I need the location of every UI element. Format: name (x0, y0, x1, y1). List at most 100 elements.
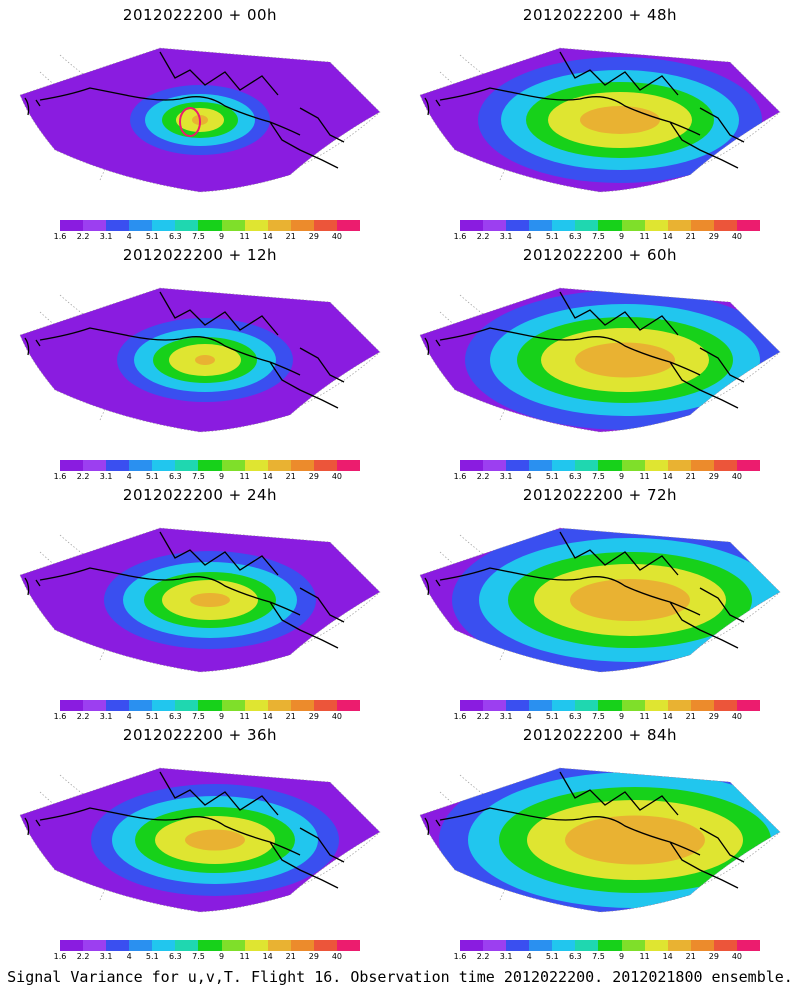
colorbar-tick-label: 1.6 (453, 472, 467, 481)
colorbar-swatch (106, 940, 130, 951)
colorbar-tick-label: 9 (218, 712, 225, 721)
coastline (24, 291, 345, 409)
colorbar-tick-label: 9 (218, 232, 225, 241)
colorbar-tick-label: 3.1 (99, 712, 113, 721)
colorbar-swatch (198, 700, 222, 711)
colorbar-tick-label: 7.5 (592, 712, 605, 721)
colorbar-swatch (175, 700, 199, 711)
colorbar-swatch (736, 940, 761, 951)
colorbar-tick-label: 3.1 (499, 472, 513, 481)
colorbar-swatch (198, 460, 222, 471)
colorbar-tick-label: 14 (662, 472, 673, 481)
colorbar-tick-label: 40 (331, 712, 343, 721)
colorbar (60, 460, 361, 471)
colorbar-swatch (221, 700, 245, 711)
colorbar-swatch (175, 220, 199, 231)
colorbar (60, 220, 361, 231)
colorbar-tick-label: 11 (239, 472, 250, 481)
colorbar-tick-label: 1.6 (53, 712, 67, 721)
colorbar-swatch (506, 940, 530, 951)
colorbar-tick-label: 3.1 (99, 952, 113, 961)
colorbar-tick-label: 4 (126, 232, 132, 241)
colorbar-tick-label: 21 (685, 952, 696, 961)
field-contour (185, 829, 245, 851)
colorbar-swatch (598, 220, 622, 231)
field-contour (570, 579, 690, 621)
colorbar-ticks: 1.6 2.2 3.1 4 5.1 6.3 7.5 9 11 14 21 29 40 (54, 472, 360, 484)
colorbar-swatch (713, 220, 737, 231)
field-max-contour (179, 107, 201, 137)
colorbar-tick-label: 3.1 (99, 472, 113, 481)
colorbar-tick-label: 14 (662, 952, 673, 961)
colorbar-tick-label: 21 (285, 952, 296, 961)
colorbar-swatch (129, 940, 153, 951)
colorbar-tick-label: 29 (308, 232, 319, 241)
colorbar-swatch (267, 220, 291, 231)
colorbar-swatch (336, 940, 361, 951)
panel-title: 2012022200 + 36h (122, 726, 278, 744)
figure-caption: Signal Variance for u,v,T. Flight 16. Ob… (7, 968, 793, 986)
colorbar-tick-label: 5.1 (545, 472, 559, 481)
colorbar-swatch (198, 940, 222, 951)
field-contour (575, 342, 675, 378)
colorbar-tick-label: 7.5 (192, 232, 205, 241)
colorbar-swatch (621, 220, 645, 231)
colorbar-swatch (736, 700, 761, 711)
coastline (424, 51, 745, 169)
coastline (424, 291, 745, 409)
colorbar-swatch (336, 460, 361, 471)
variance-field (420, 768, 780, 912)
colorbar-tick-label: 2.2 (476, 712, 490, 721)
colorbar-tick-label: 29 (308, 712, 319, 721)
colorbar-swatch (152, 460, 176, 471)
map-panel: 2012022200 + 12h 1.6 2.2 3.1 4 5.1 6.3 7.5 9 11 14… (0, 240, 400, 485)
colorbar-swatch (736, 220, 761, 231)
colorbar-tick-label: 11 (639, 232, 650, 241)
colorbar-tick-label: 11 (639, 472, 650, 481)
colorbar-swatch (575, 700, 599, 711)
colorbar-tick-label: 5.1 (545, 712, 559, 721)
colorbar-swatch (529, 700, 553, 711)
colorbar-tick-label: 7.5 (592, 472, 605, 481)
colorbar-swatch (460, 700, 484, 711)
colorbar-tick-label: 1.6 (53, 952, 67, 961)
colorbar-swatch (644, 940, 668, 951)
colorbar-swatch (267, 940, 291, 951)
colorbar-swatch (152, 940, 176, 951)
panel-title: 2012022200 + 72h (522, 486, 678, 504)
colorbar-swatch (598, 460, 622, 471)
colorbar-swatch (152, 220, 176, 231)
colorbar-swatch (598, 700, 622, 711)
colorbar-tick-label: 11 (239, 952, 250, 961)
colorbar-tick-label: 40 (731, 952, 743, 961)
colorbar-swatch (506, 700, 530, 711)
colorbar-swatch (244, 220, 268, 231)
colorbar-tick-label: 7.5 (592, 952, 605, 961)
colorbar-tick-label: 29 (708, 472, 719, 481)
colorbar-tick-label: 1.6 (53, 232, 67, 241)
colorbar-swatch (198, 220, 222, 231)
colorbar-tick-label: 9 (218, 472, 225, 481)
colorbar-swatch (290, 220, 314, 231)
variance-map (19, 767, 381, 913)
colorbar-tick-label: 5.1 (545, 232, 559, 241)
variance-field (420, 288, 780, 432)
colorbar-tick-label: 4 (126, 472, 132, 481)
colorbar-swatch (106, 460, 130, 471)
colorbar-ticks: 1.6 2.2 3.1 4 5.1 6.3 7.5 9 11 14 21 29 40 (54, 712, 360, 724)
panel-title: 2012022200 + 12h (122, 246, 278, 264)
colorbar-swatch (644, 700, 668, 711)
variance-field (20, 528, 380, 672)
colorbar-tick-label: 9 (618, 232, 625, 241)
colorbar-tick-label: 6.3 (569, 952, 582, 961)
colorbar-swatch (506, 460, 530, 471)
colorbar-tick-label: 4 (526, 472, 532, 481)
colorbar-tick-label: 40 (331, 472, 343, 481)
colorbar-swatch (483, 700, 507, 711)
colorbar-tick-label: 29 (708, 952, 719, 961)
colorbar-swatch (483, 940, 507, 951)
colorbar-tick-label: 6.3 (169, 472, 182, 481)
colorbar-swatch (106, 220, 130, 231)
colorbar-tick-label: 1.6 (53, 472, 67, 481)
colorbar-tick-label: 40 (731, 712, 743, 721)
